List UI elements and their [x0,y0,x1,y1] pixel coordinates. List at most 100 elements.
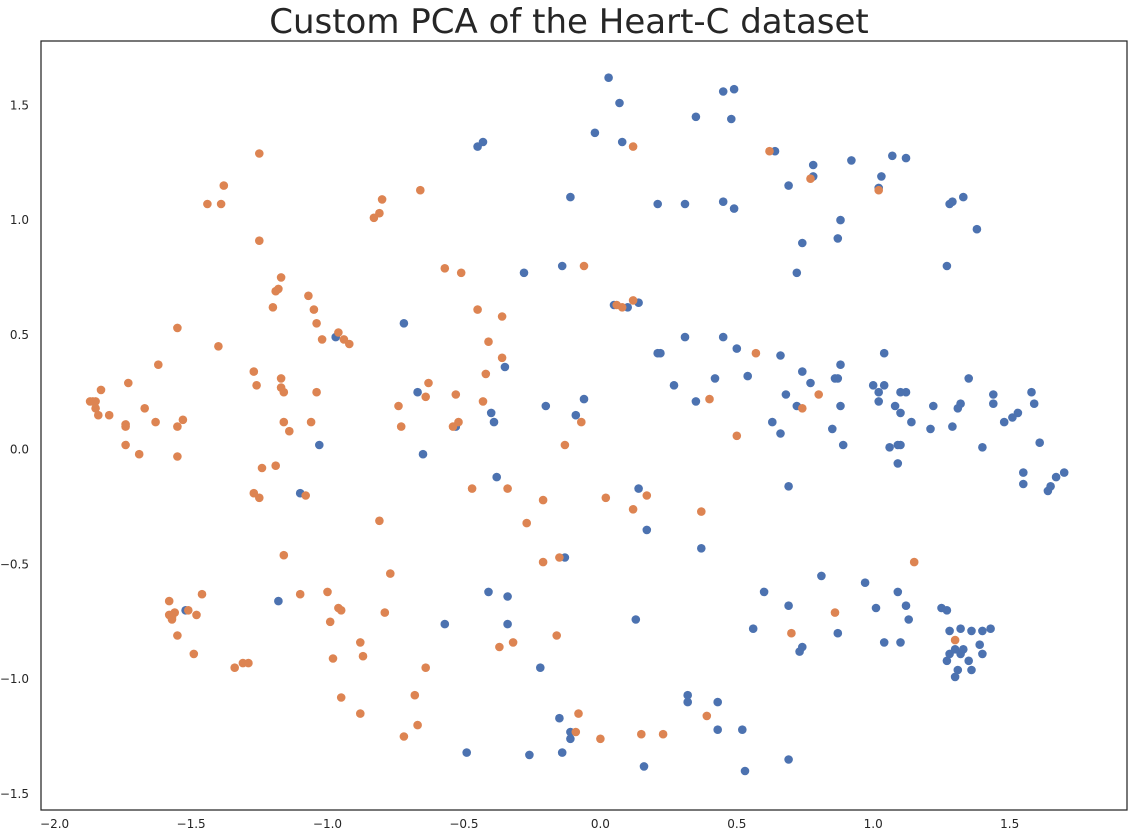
data-point-series-2 [295,589,305,599]
data-point-series-1 [893,459,903,468]
data-point-series-1 [798,367,807,376]
data-point-series-1 [503,592,512,601]
data-point-series-1 [896,638,905,647]
data-point-series-2 [94,410,103,420]
data-point-series-1 [399,319,409,328]
data-point-series-2 [399,732,409,741]
data-point-series-2 [121,422,130,431]
data-point-series-2 [628,505,638,514]
data-point-series-1 [901,153,911,163]
data-point-series-2 [421,663,431,672]
data-point-series-1 [953,404,963,413]
x-tick-label: 1.0 [864,817,883,831]
data-point-series-1 [953,665,963,675]
plot-frame [40,40,1128,811]
data-point-series-1 [653,199,662,209]
data-point-series-1 [989,390,998,399]
data-point-series-2 [497,353,507,363]
data-point-series-2 [658,729,668,739]
data-point-series-2 [358,651,368,661]
data-point-series-1 [315,440,324,450]
data-point-series-1 [680,332,690,342]
data-point-series-1 [656,348,665,358]
data-point-series-2 [336,693,346,702]
data-point-series-1 [1013,408,1023,418]
data-point-series-2 [173,631,182,640]
data-point-series-2 [164,596,174,606]
data-point-series-2 [628,296,638,305]
data-point-series-2 [798,404,807,413]
data-point-series-2 [306,417,316,427]
data-point-series-2 [317,335,327,344]
data-point-series-2 [697,507,706,516]
data-point-series-1 [838,440,848,450]
data-point-series-1 [945,626,954,636]
data-point-series-1 [975,640,984,649]
data-point-series-1 [604,73,613,82]
data-point-series-1 [743,371,752,381]
x-tick-label: 1.5 [1000,817,1019,831]
data-point-series-2 [151,417,160,427]
data-point-series-2 [424,378,433,388]
data-point-series-1 [879,381,889,390]
data-point-series-1 [896,440,905,450]
data-point-series-2 [377,195,387,204]
data-point-series-1 [964,374,973,383]
data-point-series-1 [907,417,916,427]
data-point-series-2 [909,557,919,567]
data-point-series-1 [871,603,881,613]
data-point-series-1 [978,626,987,636]
y-tick-label: 0.5 [10,328,29,342]
data-point-series-2 [276,273,286,282]
data-point-series-1 [748,624,758,633]
data-point-series-1 [1059,468,1069,477]
data-point-series-2 [336,606,346,615]
x-tick-label: −1.5 [177,817,206,831]
data-point-series-1 [713,725,722,734]
data-point-series-2 [560,440,570,450]
y-tick-label: −1.0 [0,672,29,686]
data-point-series-2 [642,491,652,500]
data-point-series-1 [557,261,567,271]
data-point-series-2 [276,374,286,383]
data-point-series-2 [628,142,638,151]
data-point-series-2 [484,337,493,347]
data-point-series-1 [683,697,692,707]
data-point-series-1 [727,114,736,124]
data-point-series-2 [369,213,379,223]
data-point-series-1 [732,344,742,353]
data-point-series-1 [440,619,450,629]
data-point-series-1 [948,422,957,431]
data-point-series-2 [230,663,239,672]
data-point-series-2 [522,518,531,528]
data-point-series-2 [254,149,264,158]
data-point-series-2 [121,440,130,450]
data-point-series-1 [729,84,739,94]
data-point-series-2 [386,569,395,578]
data-point-series-1 [901,601,911,610]
data-point-series-1 [536,663,545,672]
data-point-series-2 [874,185,883,195]
data-point-series-1 [784,601,793,610]
data-point-series-2 [448,422,458,431]
data-point-series-2 [173,422,182,431]
data-point-series-2 [814,390,823,399]
data-point-series-2 [451,390,461,399]
data-point-series-1 [571,410,581,420]
data-point-series-2 [473,305,482,314]
data-point-series-2 [787,628,796,638]
data-point-series-1 [836,360,845,370]
data-point-series-2 [751,348,761,358]
data-point-series-1 [978,649,987,659]
data-point-series-1 [555,713,564,723]
data-point-series-1 [888,151,897,161]
data-point-series-1 [904,615,913,624]
data-point-series-1 [418,449,428,459]
data-point-series-1 [718,87,728,96]
data-point-series-2 [617,303,627,312]
data-point-series-2 [252,381,261,390]
data-point-series-1 [879,638,889,647]
data-point-series-1 [890,401,900,411]
data-point-series-1 [967,626,976,636]
data-point-series-2 [495,642,504,652]
